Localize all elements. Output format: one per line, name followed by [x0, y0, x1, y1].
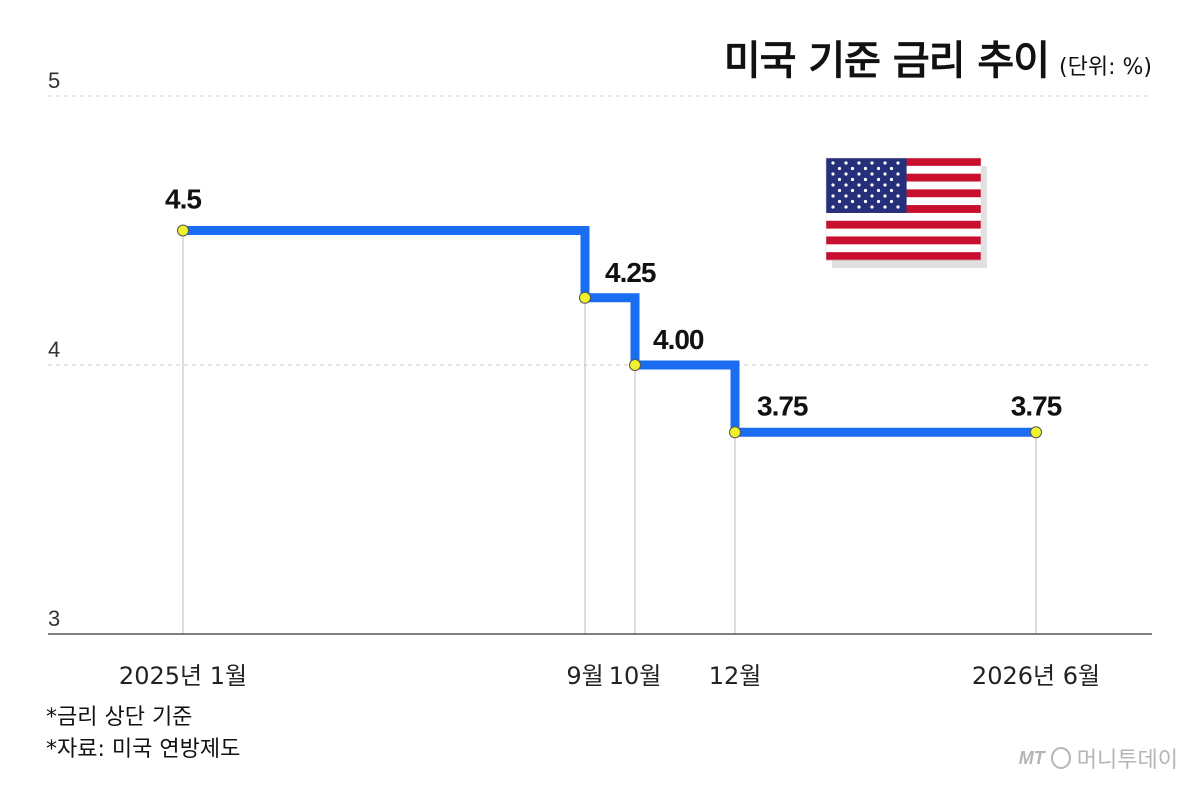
x-tick-label: 2026년 6월 — [972, 662, 1100, 690]
footnotes: *금리 상단 기준 *자료: 미국 연방제도 — [46, 702, 240, 766]
rate-step-line — [183, 226, 1036, 437]
logo-circle-icon — [1050, 747, 1071, 769]
data-label: 4.00 — [653, 324, 704, 355]
logo-text: 머니투데이 — [1076, 747, 1178, 772]
data-label: 4.25 — [605, 257, 656, 288]
x-tick-label: 2025년 1월 — [119, 662, 247, 690]
us-flag-icon — [825, 157, 987, 268]
y-tick-label: 4 — [48, 337, 60, 362]
footnote-source: *자료: 미국 연방제도 — [46, 737, 241, 762]
x-tick-label: 9월 — [566, 662, 603, 690]
data-point-marker — [579, 291, 591, 304]
data-label: 4.5 — [165, 184, 201, 215]
data-point-marker — [177, 224, 189, 237]
chart-header: 미국 기준 금리 추이 (단위: %) — [724, 28, 1152, 86]
x-tick-label: 10월 — [609, 662, 662, 690]
publisher-logo: MT 머니투데이 — [1019, 742, 1178, 774]
data-label: 3.75 — [1011, 390, 1062, 421]
chart-title: 미국 기준 금리 추이 — [723, 38, 1050, 84]
x-tick-label: 12월 — [709, 662, 762, 690]
footnote-basis: *금리 상단 기준 — [46, 705, 193, 730]
unit-label: (단위: %) — [1059, 55, 1152, 80]
data-point-marker — [1030, 426, 1042, 439]
logo-mark: MT — [1018, 747, 1045, 768]
data-label: 3.75 — [757, 390, 808, 421]
data-point-marker — [629, 359, 641, 371]
y-tick-label: 5 — [48, 68, 60, 93]
data-point-marker — [729, 426, 741, 439]
y-tick-label: 3 — [48, 606, 60, 631]
